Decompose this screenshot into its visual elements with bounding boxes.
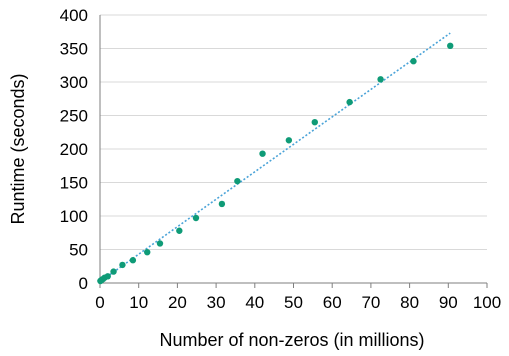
data-point-16 bbox=[285, 137, 293, 144]
y-tick-label-250: 250 bbox=[60, 107, 88, 126]
data-point-14 bbox=[234, 177, 241, 185]
x-tick-label-20: 20 bbox=[168, 293, 187, 312]
data-points bbox=[97, 42, 454, 285]
data-point-7 bbox=[119, 261, 126, 269]
x-axis-label: Number of non-zeros (in millions) bbox=[159, 330, 424, 350]
x-tick-labels: 0 10 20 30 40 50 60 70 80 90 100 bbox=[95, 293, 501, 312]
trendline bbox=[99, 32, 451, 283]
gridlines bbox=[100, 14, 487, 250]
axes bbox=[99, 15, 488, 288]
y-tick-label-50: 50 bbox=[69, 241, 88, 260]
data-point-5 bbox=[104, 273, 111, 280]
data-point-20 bbox=[410, 58, 417, 65]
x-tick-label-100: 100 bbox=[473, 293, 501, 312]
y-axis-label: Runtime (seconds) bbox=[8, 73, 28, 224]
data-point-10 bbox=[156, 240, 164, 247]
x-tick-label-80: 80 bbox=[400, 293, 419, 312]
data-point-15 bbox=[259, 150, 266, 157]
x-tick-label-10: 10 bbox=[129, 293, 148, 312]
data-point-13 bbox=[218, 200, 226, 208]
x-tick-label-50: 50 bbox=[284, 293, 303, 312]
x-tick-label-0: 0 bbox=[95, 293, 104, 312]
x-tick-label-40: 40 bbox=[245, 293, 264, 312]
y-tick-label-400: 400 bbox=[60, 6, 88, 25]
x-tick-label-60: 60 bbox=[323, 293, 342, 312]
data-point-8 bbox=[129, 257, 137, 264]
y-tick-label-350: 350 bbox=[60, 40, 88, 59]
data-point-6 bbox=[110, 268, 117, 275]
y-tick-label-100: 100 bbox=[60, 207, 88, 226]
y-tick-label-300: 300 bbox=[60, 73, 88, 92]
x-tick-label-90: 90 bbox=[439, 293, 458, 312]
x-tick-label-70: 70 bbox=[361, 293, 380, 312]
y-tick-label-200: 200 bbox=[60, 140, 88, 159]
data-point-18 bbox=[346, 98, 353, 106]
x-tick-label-30: 30 bbox=[207, 293, 226, 312]
data-point-11 bbox=[176, 227, 183, 234]
y-tick-label-0: 0 bbox=[79, 274, 88, 293]
data-point-12 bbox=[192, 214, 200, 222]
data-point-9 bbox=[144, 248, 151, 256]
y-tick-label-150: 150 bbox=[60, 174, 88, 193]
data-point-21 bbox=[447, 42, 454, 50]
data-point-19 bbox=[377, 76, 384, 83]
y-tick-labels: 0 50 100 150 200 250 300 350 400 bbox=[60, 6, 88, 293]
data-point-17 bbox=[311, 119, 318, 126]
